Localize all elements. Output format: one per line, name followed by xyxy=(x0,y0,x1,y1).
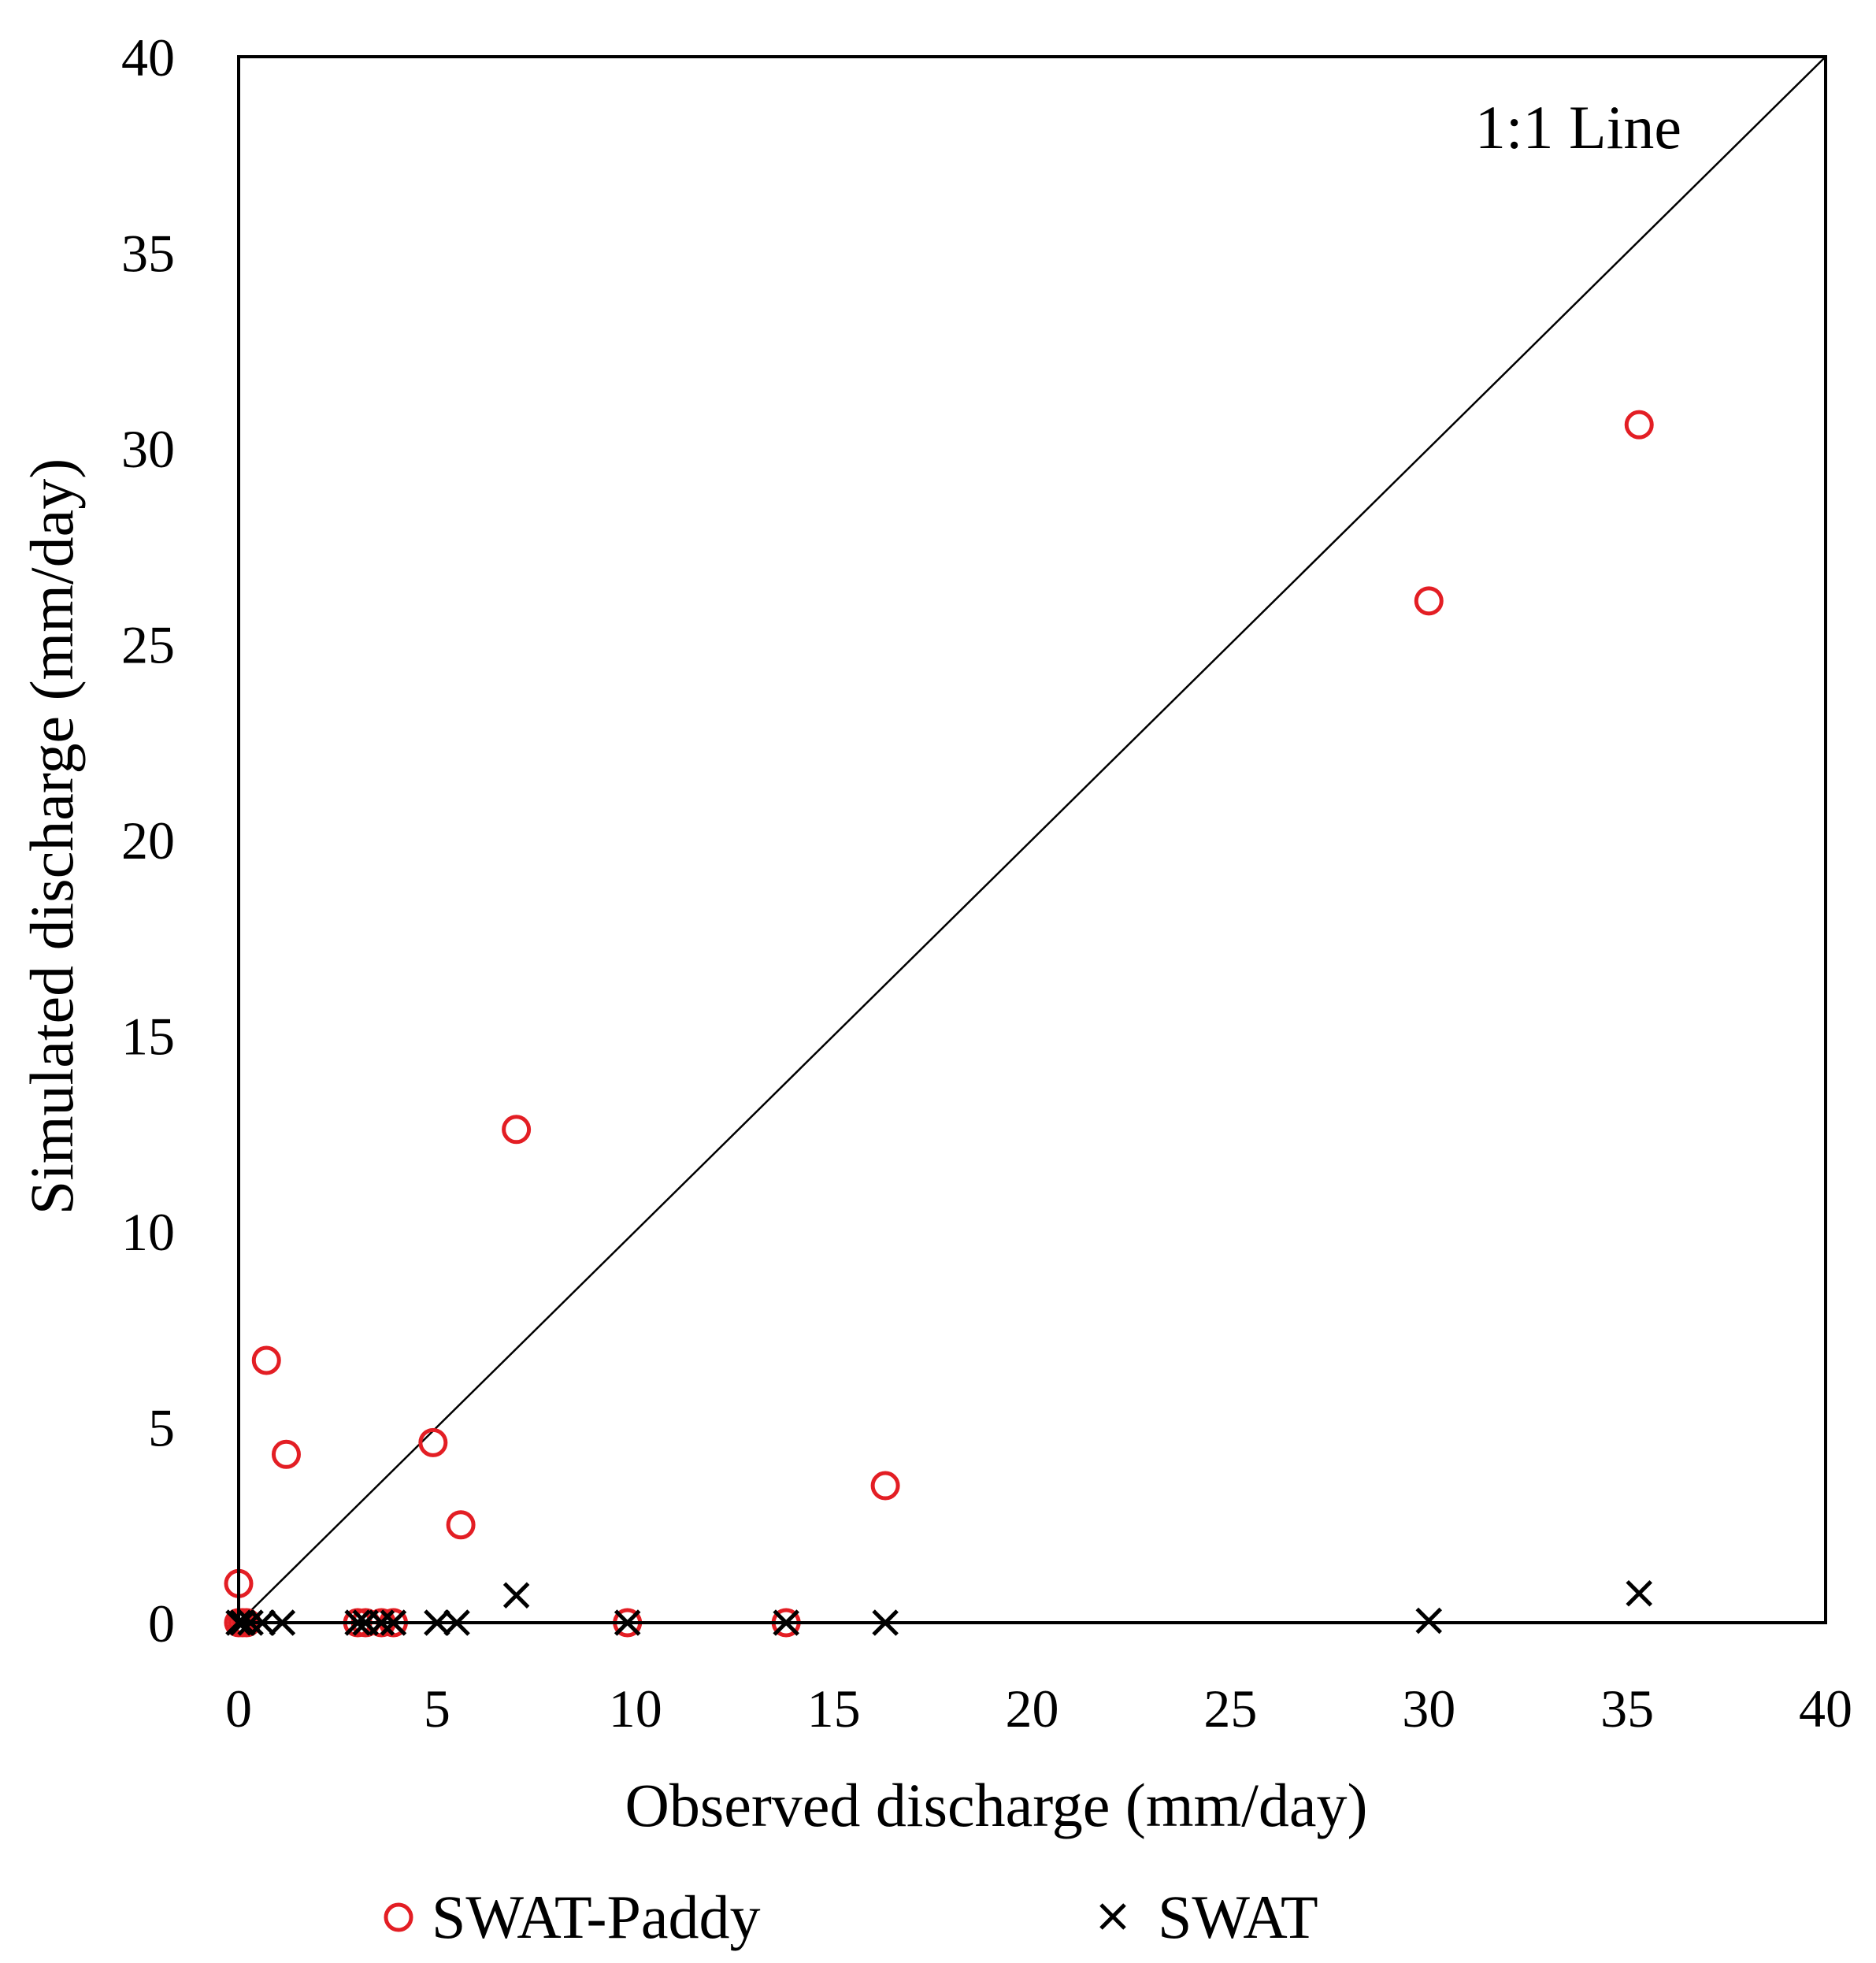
x-tick-label: 10 xyxy=(609,1679,662,1738)
point-swat-paddy xyxy=(870,1471,900,1501)
plot-frame xyxy=(237,55,1827,1624)
point-swat-paddy xyxy=(251,1345,281,1375)
x-tick-label: 30 xyxy=(1402,1679,1455,1738)
point-swat xyxy=(502,1582,530,1609)
one-to-one-line xyxy=(238,56,1826,1623)
legend-marker-swat xyxy=(1099,1903,1126,1930)
x-tick-label: 15 xyxy=(807,1679,861,1738)
point-swat-paddy xyxy=(1624,410,1654,440)
legend: SWAT-Paddy SWAT xyxy=(384,1883,1318,1951)
x-tick-label: 5 xyxy=(424,1679,450,1738)
y-tick-label: 5 xyxy=(148,1398,175,1458)
x-tick-label: 25 xyxy=(1203,1679,1257,1738)
y-tick-label: 25 xyxy=(121,615,175,675)
x-tick-label: 0 xyxy=(225,1679,252,1738)
x-tick-label: 35 xyxy=(1600,1679,1654,1738)
point-swat-paddy xyxy=(502,1115,532,1145)
y-tick-label: 15 xyxy=(121,1007,175,1067)
legend-label-swat: SWAT xyxy=(1158,1883,1318,1951)
legend-label-swat-paddy: SWAT-Paddy xyxy=(432,1883,761,1951)
legend-marker-swat-paddy xyxy=(384,1902,413,1932)
point-swat-paddy xyxy=(271,1439,301,1469)
x-axis-ticks: 0 5 10 15 20 25 30 35 40 xyxy=(225,1679,1852,1738)
point-swat-paddy xyxy=(1414,586,1444,616)
y-tick-label: 20 xyxy=(121,811,175,870)
y-tick-label: 40 xyxy=(121,28,175,87)
y-axis-ticks: 0 5 10 15 20 25 30 35 40 xyxy=(121,28,175,1653)
point-swat-paddy xyxy=(418,1427,448,1457)
y-tick-label: 10 xyxy=(121,1202,175,1262)
point-swat-paddy xyxy=(446,1510,476,1540)
y-tick-label: 0 xyxy=(148,1594,175,1653)
y-axis-title: Simulated discharge (mm/day) xyxy=(17,458,86,1215)
x-tick-label: 20 xyxy=(1006,1679,1059,1738)
one-to-one-label: 1:1 Line xyxy=(1475,93,1681,161)
x-axis-title: Observed discharge (mm/day) xyxy=(625,1771,1368,1839)
y-tick-label: 30 xyxy=(121,419,175,479)
point-swat xyxy=(1415,1607,1443,1635)
point-swat xyxy=(1626,1579,1653,1607)
y-tick-label: 35 xyxy=(121,224,175,284)
x-tick-label: 40 xyxy=(1799,1679,1852,1738)
